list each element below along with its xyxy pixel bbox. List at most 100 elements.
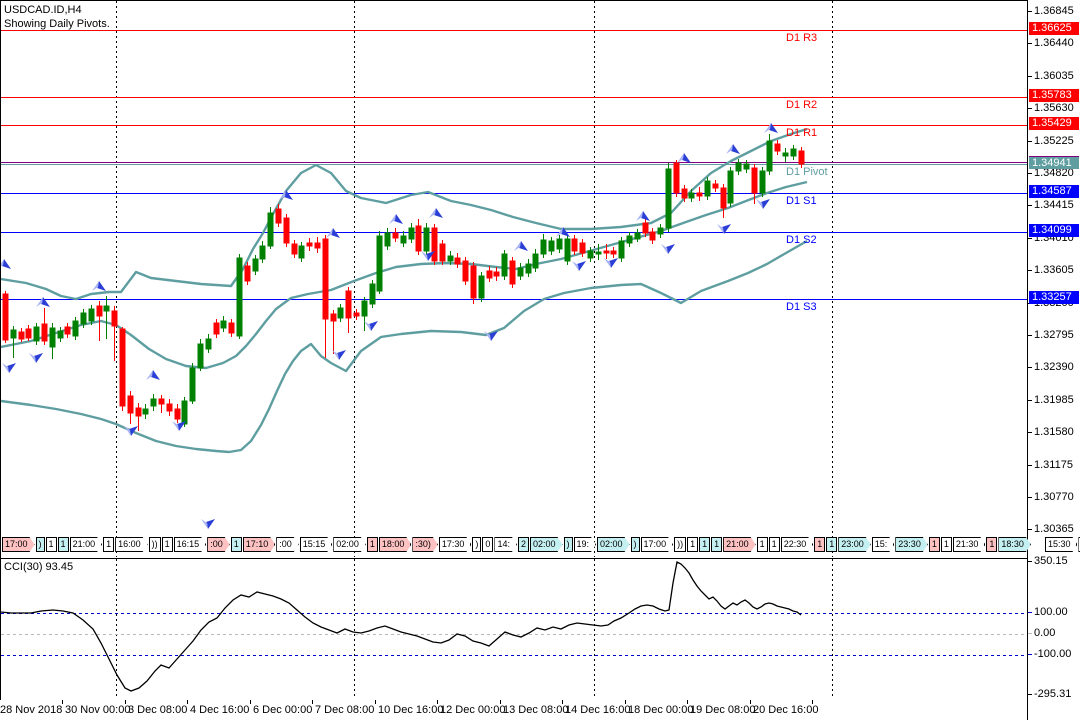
event-tag[interactable]: 1 [57,537,69,552]
main-chart-canvas[interactable] [1,1,1028,557]
event-tag[interactable]: 18:30 [998,537,1031,552]
event-tag[interactable]: 15: [872,537,895,552]
event-tag[interactable]: 23:00 [838,537,871,552]
event-tag[interactable]: 16:15 [174,537,207,552]
candle [10,326,17,358]
candle [64,323,71,338]
event-tag[interactable]: )) [148,537,161,552]
price-tick-label: 1.36035 [1034,70,1074,82]
event-tag[interactable]: 1 [711,537,723,552]
candle [228,319,235,337]
price-tick-label: 1.32390 [1034,361,1074,373]
up-arrow-icon [556,227,570,237]
axis-badge-d1-r3: 1.36625 [1029,22,1079,35]
event-tag[interactable]: 19: [574,537,597,552]
price-tick-label: 1.31175 [1034,459,1073,471]
event-tag[interactable]: 02:00 [530,537,563,552]
event-tag[interactable]: 22:30 [781,537,814,552]
event-tag[interactable]: :00 [207,537,230,552]
event-tag[interactable]: ) [35,537,45,552]
cci-line [1,561,802,692]
cci-value-label: CCI(30) 93.45 [4,561,74,573]
candle [673,160,680,197]
event-tag[interactable]: 1 [366,537,378,552]
event-tag[interactable]: ) [630,537,640,552]
event-tag[interactable]: 1 [699,537,711,552]
event-tag[interactable]: 18:00 [379,537,412,552]
candle [720,184,727,218]
price-tick [1028,11,1032,12]
time-axis[interactable]: 28 Nov 2018 30 Nov 00:00 3 Dec 08:00 4 Dec … [0,700,1027,720]
candle [423,223,430,255]
event-tag[interactable]: 1 [940,537,952,552]
event-tag[interactable]: 17:00 [2,537,35,552]
price-tick [1028,141,1032,142]
event-tag[interactable]: 02:00 [333,537,366,552]
up-arrow-icon [326,228,340,238]
event-tag[interactable]: 1 [45,537,57,552]
event-tag[interactable]: 15:30 [1045,537,1078,552]
event-tag[interactable]: 1 [161,537,173,552]
event-tag[interactable]: 15:15 [300,537,333,552]
candle [189,363,196,404]
event-tag[interactable]: 1 [756,537,768,552]
main-chart[interactable]: USDCAD.ID,H4 Showing Daily Pivots. D1 R3… [0,0,1028,559]
event-tag[interactable]: 1 [230,537,242,552]
candle [244,262,251,285]
price-tick [1028,108,1032,109]
event-tag[interactable]: 21:30 [953,537,986,552]
event-tag[interactable]: 21:00 [723,537,756,552]
event-tag[interactable]: :00 [276,537,299,552]
cci-indicator-panel[interactable]: CCI(30) 93.45 [0,558,1028,701]
cci-tick-label: 350.15 [1034,555,1068,567]
event-tag[interactable]: :30) [412,537,438,552]
down-arrow-icon [332,350,346,360]
event-tag[interactable]: 14: [494,537,517,552]
event-tag[interactable]: 1 [103,537,115,552]
price-axis[interactable]: 1.36845 1.36440 1.36035 1.35630 1.35225 1.348… [1027,0,1080,720]
event-tag[interactable]: 1 [814,537,826,552]
candle [166,399,173,416]
event-tag[interactable]: 21:00 [70,537,103,552]
event-tag[interactable]: ) [563,537,573,552]
candle [361,297,368,331]
cci-canvas[interactable] [1,559,1028,698]
time-label: 10 Dec 16:00 [378,704,444,716]
candle [649,228,656,244]
event-tag[interactable]: 17:30 [439,537,472,552]
up-arrow-icon [514,241,528,251]
event-tag[interactable]: 0 [482,537,494,552]
candle [283,214,290,247]
event-tag[interactable]: 16:00 [115,537,148,552]
candle [603,244,610,259]
candle [540,234,547,258]
event-tag[interactable]: 2 [517,537,529,552]
down-arrow-icon [201,519,215,529]
candle [696,187,703,201]
price-tick [1028,432,1032,433]
down-arrow-icon [172,421,186,431]
candle [462,257,469,285]
time-tick [812,700,813,704]
candle [353,309,360,320]
event-tag[interactable]: )30) [1078,537,1080,552]
price-tick-label: 1.31985 [1034,394,1074,406]
price-tick-label: 1.32795 [1034,329,1074,341]
candle [595,244,602,260]
event-tag[interactable]: 1 [986,537,998,552]
event-tag[interactable]: 02:00 [597,537,630,552]
event-tag[interactable]: 1 [687,537,699,552]
time-label: 14 Dec 16:00 [565,704,631,716]
event-tag[interactable]: 17:00 [641,537,674,552]
event-tag[interactable]: ) [472,537,482,552]
candle [571,235,578,255]
event-tag[interactable]: 1 [826,537,838,552]
event-tag[interactable]: 1 [928,537,940,552]
event-tag[interactable]: 1 [768,537,780,552]
event-tag[interactable]: 23:30 [895,537,928,552]
indicator-status-label: Showing Daily Pivots. [4,18,110,30]
time-tick [562,700,563,704]
event-tag[interactable]: )) [674,537,687,552]
event-tag[interactable]: 17:10 [243,537,276,552]
price-tick [1028,367,1032,368]
